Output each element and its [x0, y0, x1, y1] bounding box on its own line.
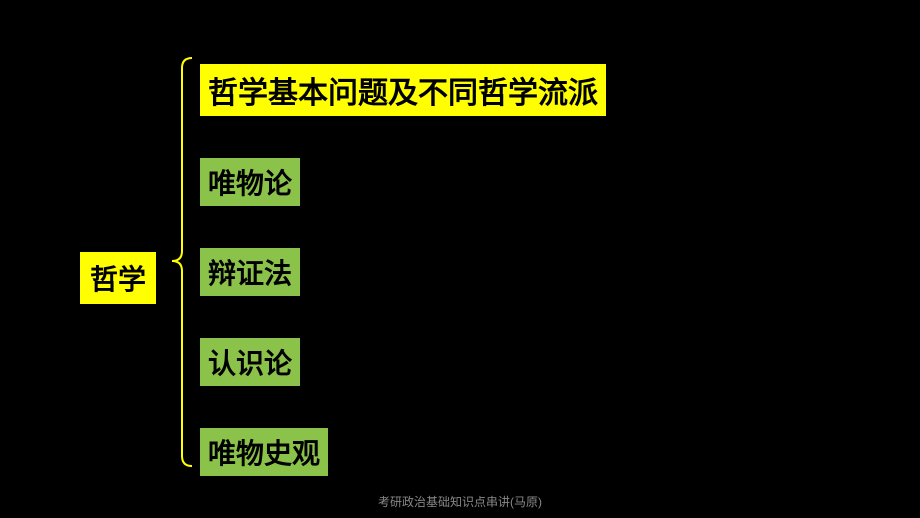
- root-node: 哲学: [80, 252, 156, 304]
- child-node-4: 唯物史观: [200, 428, 328, 476]
- child-node-2: 辩证法: [200, 248, 300, 296]
- child-node-0: 哲学基本问题及不同哲学流派: [200, 64, 606, 116]
- footer-text: 考研政治基础知识点串讲(马原): [378, 493, 542, 510]
- bracket-icon: [158, 56, 202, 476]
- child-label-0: 哲学基本问题及不同哲学流派: [208, 77, 598, 110]
- child-node-1: 唯物论: [200, 158, 300, 206]
- child-label-1: 唯物论: [208, 169, 292, 200]
- child-node-3: 认识论: [200, 338, 300, 386]
- child-label-4: 唯物史观: [208, 439, 320, 470]
- child-label-3: 认识论: [208, 349, 292, 380]
- root-label: 哲学: [90, 265, 146, 296]
- child-label-2: 辩证法: [208, 259, 292, 290]
